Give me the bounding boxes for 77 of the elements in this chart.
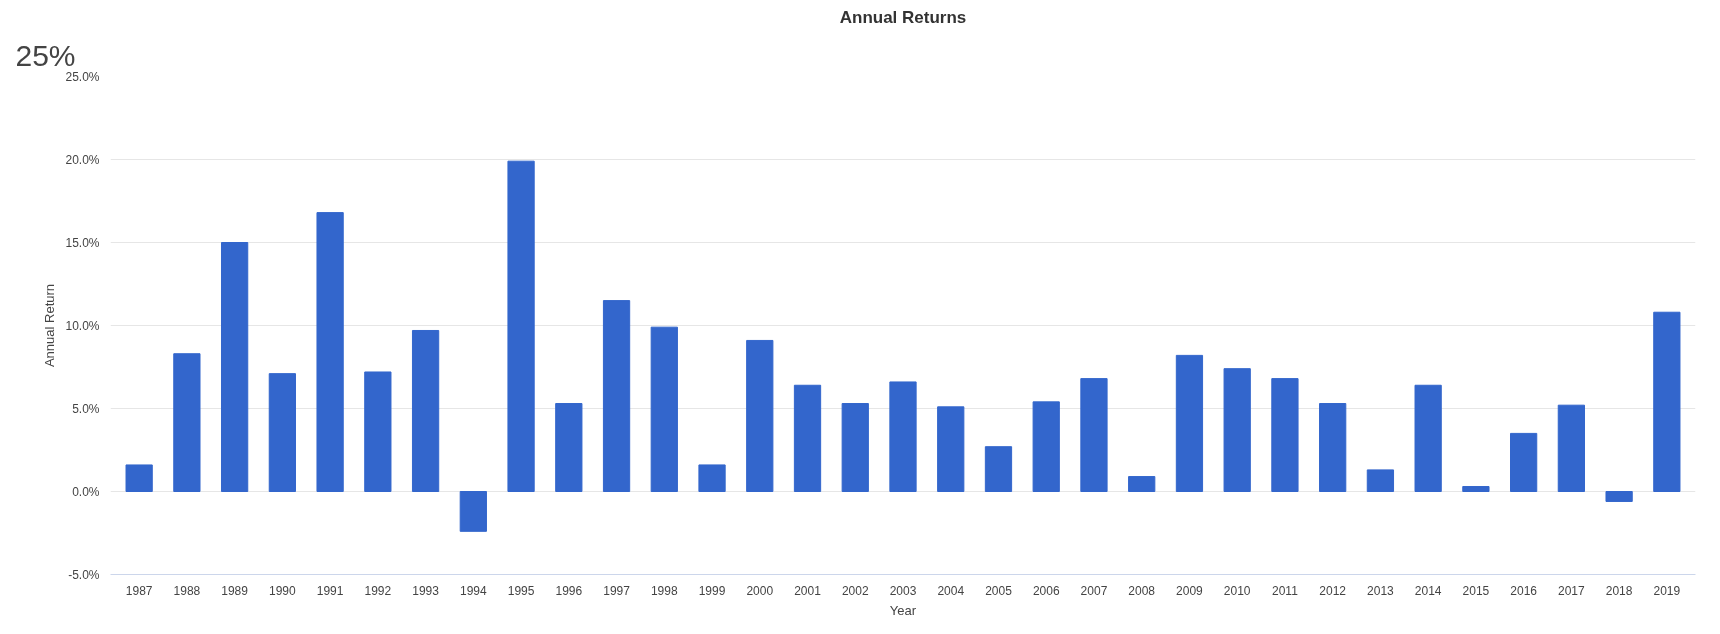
x-axis-title: Year bbox=[889, 602, 917, 618]
bar bbox=[221, 242, 249, 492]
bar bbox=[1223, 368, 1251, 492]
x-tick-label: 2019 bbox=[1653, 583, 1681, 598]
bar bbox=[1653, 311, 1681, 492]
x-tick-label: 2018 bbox=[1605, 583, 1633, 598]
bar bbox=[411, 329, 440, 492]
x-tick-label: 2010 bbox=[1223, 583, 1251, 598]
bar bbox=[459, 491, 487, 532]
bar bbox=[555, 403, 583, 492]
x-tick-label: 1988 bbox=[173, 583, 201, 598]
bar bbox=[1557, 404, 1585, 492]
x-tick-label: 1993 bbox=[412, 583, 440, 598]
bar bbox=[937, 406, 965, 492]
bar bbox=[364, 371, 392, 492]
bar bbox=[1128, 476, 1156, 492]
x-tick-label: 2000 bbox=[746, 583, 774, 598]
bar bbox=[746, 339, 774, 492]
x-tick-label: 2015 bbox=[1462, 583, 1490, 598]
chart-title: Annual Returns bbox=[839, 7, 967, 27]
x-tick-label: 1996 bbox=[555, 583, 583, 598]
bar bbox=[507, 160, 535, 492]
y-tick-label: 0.0% bbox=[72, 484, 100, 499]
x-tick-label: 1995 bbox=[507, 583, 535, 598]
x-tick-label: 1999 bbox=[698, 583, 726, 598]
bar bbox=[1510, 432, 1538, 492]
x-tick-label: 1997 bbox=[603, 583, 631, 598]
x-tick-label: 2014 bbox=[1414, 583, 1442, 598]
x-tick-label: 2009 bbox=[1176, 583, 1204, 598]
x-tick-label: 2013 bbox=[1367, 583, 1395, 598]
bar bbox=[793, 384, 822, 492]
x-tick-label: 2003 bbox=[889, 583, 917, 598]
x-tick-label: 2012 bbox=[1319, 583, 1347, 598]
y-tick-label: 15.0% bbox=[65, 235, 100, 250]
y-tick-label: 10.0% bbox=[65, 318, 100, 333]
x-tick-label: 2002 bbox=[841, 583, 869, 598]
x-tick-label: 2011 bbox=[1272, 583, 1299, 598]
bar bbox=[1175, 354, 1204, 492]
bar bbox=[1366, 469, 1395, 492]
bar bbox=[1605, 491, 1633, 502]
bar bbox=[1414, 384, 1442, 492]
bar bbox=[1080, 378, 1108, 492]
bar bbox=[698, 464, 726, 492]
bar bbox=[268, 373, 296, 492]
bar bbox=[173, 353, 201, 492]
bar bbox=[1319, 403, 1347, 492]
y-tick-label: -5.0% bbox=[68, 567, 100, 582]
x-tick-label: 2005 bbox=[985, 583, 1013, 598]
x-tick-label: 1989 bbox=[221, 583, 249, 598]
x-tick-label: 1991 bbox=[316, 583, 344, 598]
bar bbox=[316, 212, 344, 492]
bar bbox=[1032, 401, 1060, 492]
bar bbox=[841, 403, 869, 492]
x-tick-label: 2001 bbox=[794, 583, 822, 598]
y-tick-label: 25.0% bbox=[65, 69, 100, 84]
y-tick-label: 5.0% bbox=[72, 401, 100, 416]
y-axis-title: Annual Return bbox=[42, 283, 58, 368]
bar bbox=[125, 464, 153, 492]
x-tick-label: 1990 bbox=[269, 583, 297, 598]
x-tick-label: 2004 bbox=[937, 583, 965, 598]
bar bbox=[1462, 486, 1490, 492]
x-tick-label: 1998 bbox=[650, 583, 678, 598]
bar bbox=[889, 381, 917, 492]
bar bbox=[984, 446, 1013, 492]
x-tick-label: 1987 bbox=[125, 583, 153, 598]
x-tick-label: 2006 bbox=[1032, 583, 1060, 598]
bar bbox=[1271, 378, 1299, 492]
bar bbox=[602, 300, 631, 492]
text: 25% bbox=[15, 38, 76, 72]
x-tick-label: 1994 bbox=[459, 583, 488, 598]
bar bbox=[650, 326, 678, 492]
y-tick-label: 20.0% bbox=[65, 152, 100, 167]
x-tick-label: 2016 bbox=[1510, 583, 1538, 598]
x-tick-label: 1992 bbox=[364, 583, 392, 598]
x-tick-label: 2008 bbox=[1128, 583, 1156, 598]
x-tick-label: 2017 bbox=[1558, 583, 1586, 598]
x-tick-label: 2007 bbox=[1080, 583, 1108, 598]
